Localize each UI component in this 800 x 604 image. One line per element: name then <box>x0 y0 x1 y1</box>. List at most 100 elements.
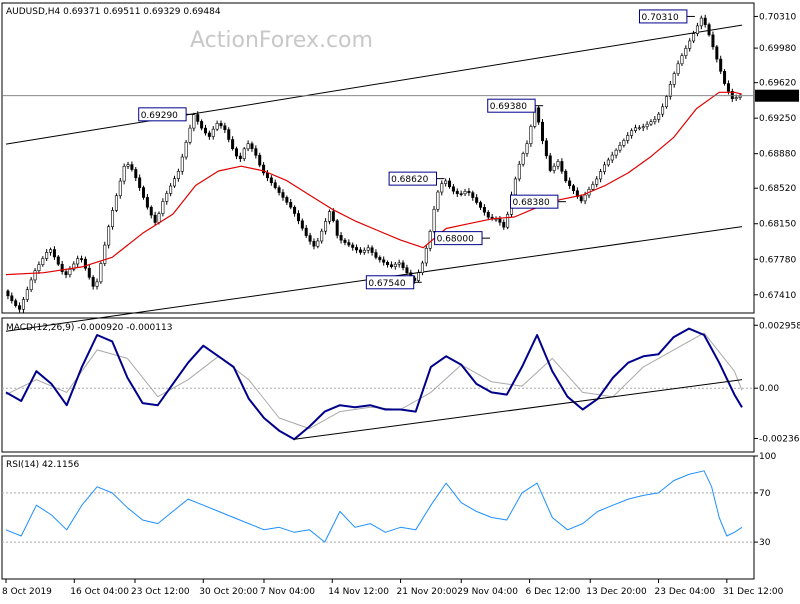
candle-body <box>393 263 397 267</box>
candle-body <box>579 196 583 202</box>
x-axis-tick-label: 23 Dec 04:00 <box>655 587 716 597</box>
candle-body <box>610 154 614 161</box>
candle-body <box>45 252 49 259</box>
price-candle <box>602 161 606 175</box>
price-candle <box>633 124 637 133</box>
price-candle <box>355 244 359 254</box>
price-candle <box>723 69 727 86</box>
annotation-label: 0.68000 <box>437 235 474 245</box>
candle-body <box>56 256 60 265</box>
candle-body <box>277 187 281 193</box>
candle-body <box>420 262 424 273</box>
candle-body <box>200 121 204 129</box>
price-candle <box>556 158 560 170</box>
price-candle <box>134 167 138 181</box>
x-axis-tick-label: 8 Oct 2019 <box>2 587 52 597</box>
candle-body <box>339 235 343 241</box>
rsi-line <box>5 470 743 543</box>
price-candle <box>111 207 115 230</box>
price-candle <box>188 124 192 145</box>
candle-body <box>219 123 223 127</box>
x-axis-tick-label: 29 Nov 04:00 <box>457 587 518 597</box>
price-annotations: 0.69290 0.67540 0.68620 0.68000 0.69380 0.683… <box>138 9 695 290</box>
candle-body <box>149 206 153 216</box>
candle-body <box>448 180 452 188</box>
price-candle <box>397 259 401 268</box>
price-candle <box>571 184 575 194</box>
candle-body <box>370 247 374 253</box>
candle-body <box>552 165 556 171</box>
price-candle <box>324 218 328 235</box>
candle-body <box>358 249 362 253</box>
price-candle <box>606 157 610 167</box>
candle-body <box>428 231 432 249</box>
price-candle <box>560 158 564 174</box>
price-candle <box>595 176 599 188</box>
candle-body <box>203 127 207 134</box>
price-candle <box>479 200 483 210</box>
candle-body <box>118 180 122 197</box>
price-candle <box>68 266 72 278</box>
candle-body <box>324 221 328 232</box>
price-candle <box>661 103 665 117</box>
price-candle <box>60 260 64 275</box>
price-candle <box>548 152 552 173</box>
price-candle <box>630 128 634 139</box>
candle-body <box>169 185 173 194</box>
price-candle <box>246 140 250 152</box>
candle-body <box>641 126 645 129</box>
candle-body <box>541 121 545 142</box>
candle-body <box>130 164 134 170</box>
candle-body <box>188 127 192 143</box>
candle-body <box>227 129 231 140</box>
annotation-box <box>434 231 483 246</box>
price-candle <box>444 178 448 187</box>
price-candle <box>262 162 266 176</box>
moving-average-line <box>5 91 743 276</box>
price-candle <box>14 298 18 308</box>
price-candle <box>610 151 614 164</box>
x-axis-tick-label: 13 Dec 20:00 <box>586 587 647 597</box>
price-candle <box>238 152 242 162</box>
candle-body <box>335 220 339 236</box>
candle-body <box>649 121 653 125</box>
price-candle <box>378 255 382 263</box>
price-candle <box>440 180 444 196</box>
price-annotation: 0.68620 <box>388 171 445 186</box>
price-candle <box>579 194 583 204</box>
annotation-label: 0.70310 <box>641 13 678 23</box>
price-candle <box>347 239 351 248</box>
candle-body <box>316 240 320 247</box>
macd-panel-frame <box>1 317 755 453</box>
candle-body <box>161 201 165 214</box>
price-candle <box>118 177 122 199</box>
price-candle <box>664 94 668 109</box>
candle-body <box>107 226 111 246</box>
x-axis-tick-label: 30 Oct 20:00 <box>199 587 258 597</box>
candle-body <box>87 267 91 278</box>
candle-body <box>719 58 723 72</box>
candle-body <box>285 197 289 203</box>
price-candle <box>711 31 715 50</box>
price-candle <box>695 22 699 37</box>
rsi-axis-tick-label: 100 <box>759 452 776 462</box>
x-axis: 8 Oct 2019 16 Oct 04:00 23 Oct 12:00 30 Oct… <box>2 579 784 597</box>
candle-body <box>730 91 734 99</box>
price-candle <box>529 124 533 147</box>
candle-body <box>486 211 490 218</box>
candle-body <box>734 97 738 99</box>
price-candle <box>176 168 180 182</box>
x-axis-tick-label: 16 Oct 04:00 <box>70 587 129 597</box>
price-candle <box>688 38 692 52</box>
candle-body <box>343 239 347 243</box>
candle-body <box>250 143 254 149</box>
candle-body <box>397 262 401 265</box>
candle-body <box>21 299 25 310</box>
candle-body <box>544 140 548 157</box>
candle-body <box>258 154 262 166</box>
macd-axis-tick-label: 0.00 <box>759 384 779 394</box>
candle-body <box>463 191 467 195</box>
price-candle <box>552 163 556 174</box>
price-candle <box>389 261 393 269</box>
